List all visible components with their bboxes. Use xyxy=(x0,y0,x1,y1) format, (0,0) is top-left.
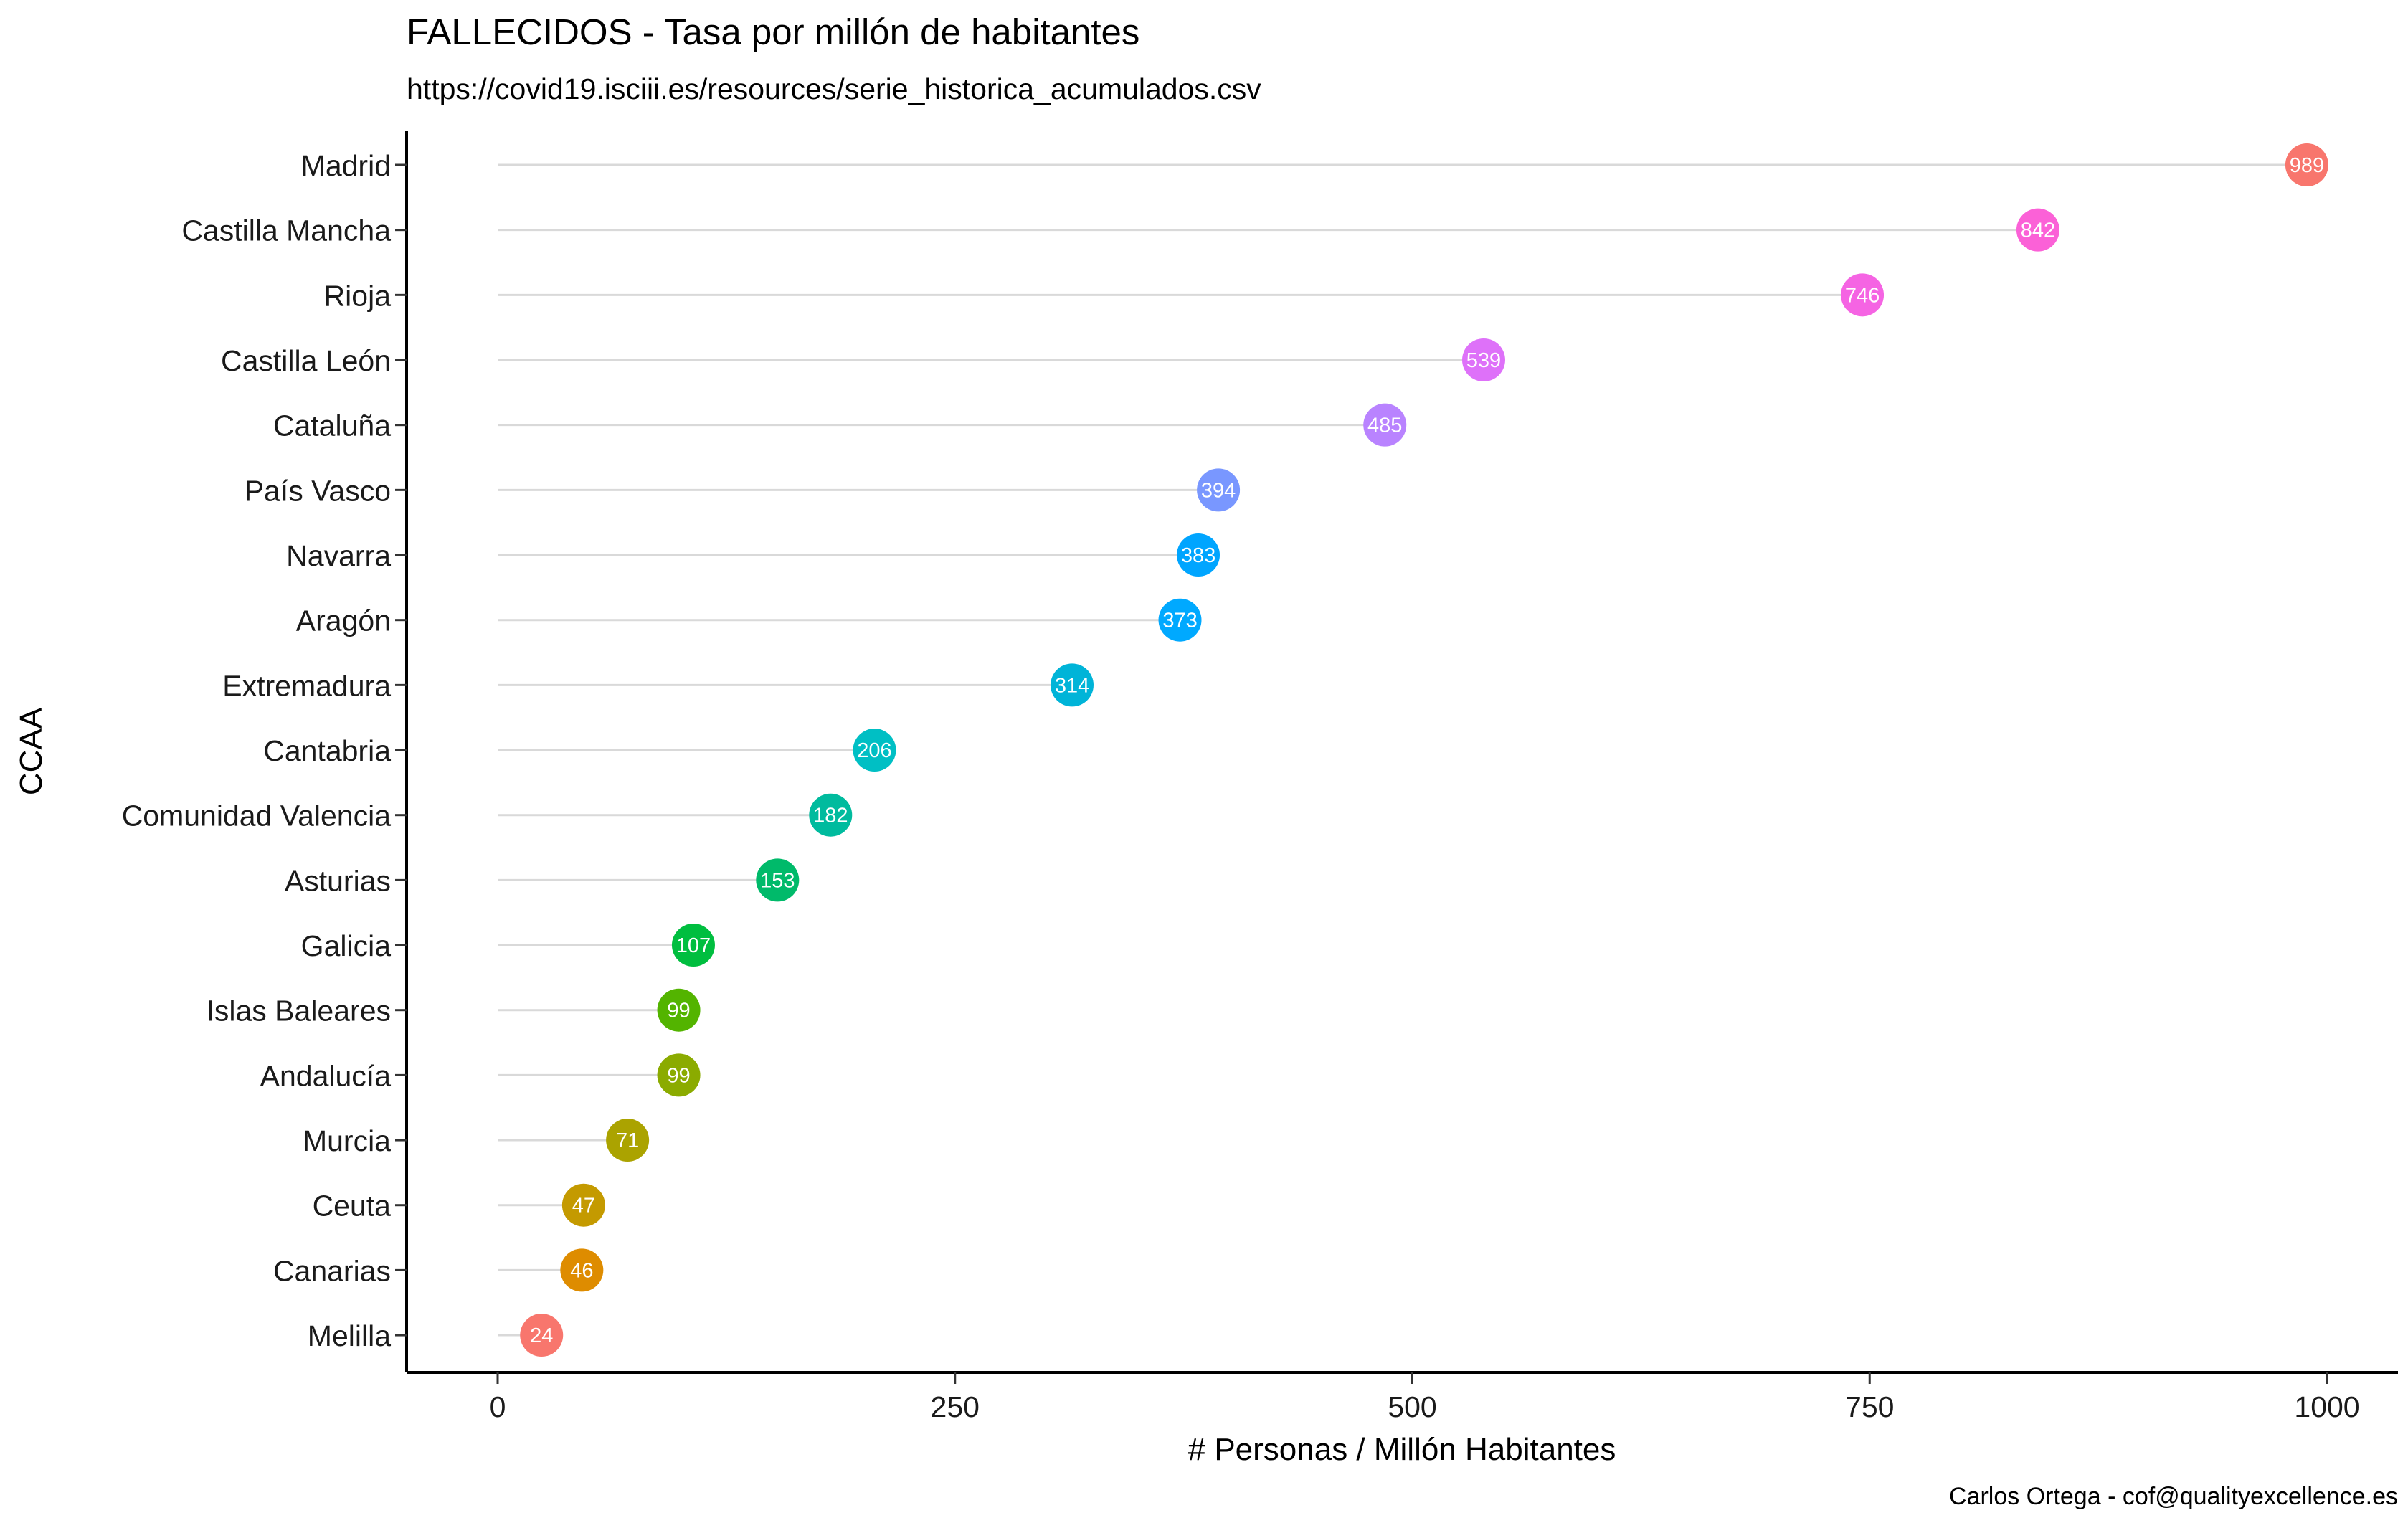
lollipop-point xyxy=(853,729,896,772)
x-tick-label: 0 xyxy=(490,1390,506,1423)
lollipop-point xyxy=(1197,468,1241,512)
y-tick-label: Castilla León xyxy=(221,344,391,377)
y-tick-label: Castilla Mancha xyxy=(181,214,391,247)
point-value-label: 107 xyxy=(676,934,711,957)
y-tick-label: Islas Baleares xyxy=(206,995,391,1028)
x-tick-label: 1000 xyxy=(2294,1390,2359,1423)
point-value-label: 24 xyxy=(530,1324,553,1347)
y-tick-label: País Vasco xyxy=(245,474,391,507)
y-tick-label: Navarra xyxy=(286,539,391,572)
lollipop-point xyxy=(1461,338,1505,382)
y-axis-title: CCAA xyxy=(14,707,49,795)
y-tick-label: Madrid xyxy=(301,149,391,182)
point-value-label: 206 xyxy=(857,739,891,762)
lollipop-point xyxy=(671,924,715,967)
point-value-label: 182 xyxy=(813,805,848,827)
lollipop-point xyxy=(1051,663,1094,707)
point-value-label: 71 xyxy=(616,1129,639,1152)
y-tick-label: Comunidad Valencia xyxy=(122,800,392,832)
chart-title: FALLECIDOS - Tasa por millón de habitant… xyxy=(407,11,1139,52)
plot-area: 989 842 746 539 485 394 383 373 314 206 182 153 107 9… xyxy=(498,143,2328,1357)
lollipop-point xyxy=(520,1314,564,1357)
y-tick-label: Cantabria xyxy=(263,734,391,767)
point-value-label: 153 xyxy=(760,869,795,892)
lollipop-point xyxy=(657,1053,701,1097)
point-value-label: 46 xyxy=(570,1259,593,1282)
point-value-label: 373 xyxy=(1162,609,1197,632)
point-value-label: 383 xyxy=(1181,544,1215,567)
point-value-label: 989 xyxy=(2290,154,2324,177)
lollipop-point xyxy=(1363,403,1407,447)
lollipop-point xyxy=(657,988,701,1032)
y-tick-label: Extremadura xyxy=(222,669,391,702)
y-tick-label: Murcia xyxy=(303,1124,391,1157)
lollipop-point xyxy=(756,858,800,902)
chart-subtitle: https://covid19.isciii.es/resources/seri… xyxy=(407,72,1261,105)
y-tick-label: Ceuta xyxy=(313,1190,392,1223)
lollipop-point xyxy=(1177,533,1220,577)
y-tick-label: Galicia xyxy=(301,929,392,962)
x-tick-label: 250 xyxy=(931,1390,980,1423)
point-value-label: 394 xyxy=(1201,479,1236,502)
lollipop-point xyxy=(560,1248,604,1292)
point-value-label: 47 xyxy=(572,1195,595,1218)
point-value-label: 842 xyxy=(2021,219,2055,242)
x-tick-label: 750 xyxy=(1845,1390,1894,1423)
chart-caption: Carlos Ortega - cof@qualityexcellence.es xyxy=(1949,1483,2398,1510)
x-tick-label: 500 xyxy=(1388,1390,1436,1423)
point-value-label: 99 xyxy=(667,1064,690,1087)
point-value-label: 746 xyxy=(1845,284,1880,307)
y-tick-label: Melilla xyxy=(308,1319,391,1352)
y-tick-label: Cataluña xyxy=(273,409,391,442)
y-tick-label: Rioja xyxy=(324,279,392,312)
y-tick-label: Asturias xyxy=(285,864,391,897)
lollipop-point xyxy=(809,793,853,837)
lollipop-point xyxy=(2285,143,2328,186)
point-value-label: 485 xyxy=(1367,414,1402,437)
lollipop-point xyxy=(561,1183,605,1227)
point-value-label: 539 xyxy=(1466,349,1501,372)
x-axis-title: # Personas / Millón Habitantes xyxy=(1188,1432,1616,1467)
lollipop-point xyxy=(1841,273,1885,317)
point-value-label: 99 xyxy=(667,1000,690,1023)
point-value-label: 314 xyxy=(1055,674,1089,697)
y-tick-label: Andalucía xyxy=(260,1059,392,1092)
y-tick-label: Canarias xyxy=(273,1254,391,1287)
lollipop-point xyxy=(1158,598,1202,642)
lollipop-point xyxy=(606,1119,650,1162)
y-tick-label: Aragón xyxy=(296,604,391,637)
lollipop-point xyxy=(2016,208,2059,252)
